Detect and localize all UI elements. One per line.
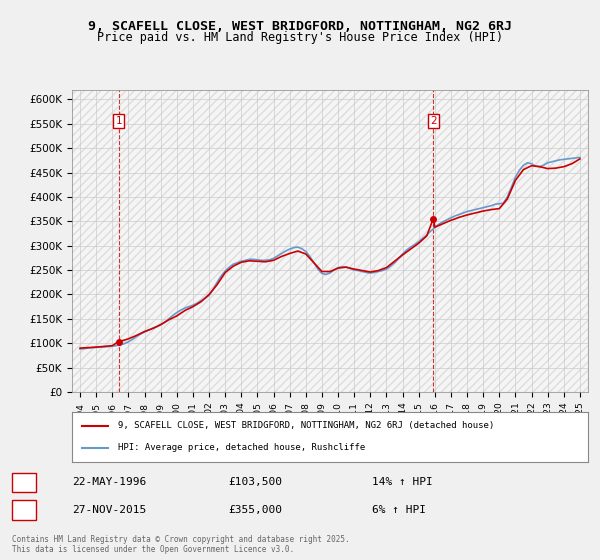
Text: 9, SCAFELL CLOSE, WEST BRIDGFORD, NOTTINGHAM, NG2 6RJ (detached house): 9, SCAFELL CLOSE, WEST BRIDGFORD, NOTTIN… (118, 421, 494, 430)
Text: 22-MAY-1996: 22-MAY-1996 (72, 477, 146, 487)
Text: 6% ↑ HPI: 6% ↑ HPI (372, 505, 426, 515)
Text: 1: 1 (20, 477, 28, 487)
Text: 2: 2 (430, 116, 437, 127)
Text: 1: 1 (115, 116, 122, 127)
Text: 14% ↑ HPI: 14% ↑ HPI (372, 477, 433, 487)
FancyBboxPatch shape (12, 473, 36, 492)
Text: 2: 2 (20, 505, 28, 515)
Text: 9, SCAFELL CLOSE, WEST BRIDGFORD, NOTTINGHAM, NG2 6RJ: 9, SCAFELL CLOSE, WEST BRIDGFORD, NOTTIN… (88, 20, 512, 32)
Text: Price paid vs. HM Land Registry's House Price Index (HPI): Price paid vs. HM Land Registry's House … (97, 31, 503, 44)
Text: Contains HM Land Registry data © Crown copyright and database right 2025.
This d: Contains HM Land Registry data © Crown c… (12, 535, 350, 554)
Text: £355,000: £355,000 (228, 505, 282, 515)
Text: HPI: Average price, detached house, Rushcliffe: HPI: Average price, detached house, Rush… (118, 444, 365, 452)
Text: £103,500: £103,500 (228, 477, 282, 487)
Text: 27-NOV-2015: 27-NOV-2015 (72, 505, 146, 515)
FancyBboxPatch shape (12, 500, 36, 520)
